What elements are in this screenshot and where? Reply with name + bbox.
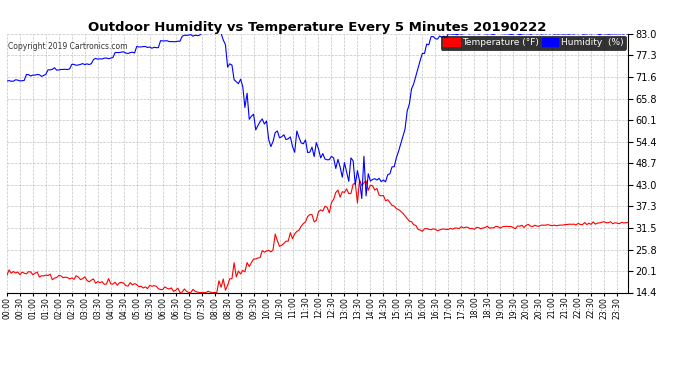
Legend: Temperature (°F), Humidity  (%): Temperature (°F), Humidity (%) bbox=[440, 36, 626, 50]
Title: Outdoor Humidity vs Temperature Every 5 Minutes 20190222: Outdoor Humidity vs Temperature Every 5 … bbox=[88, 21, 546, 34]
Text: Copyright 2019 Cartronics.com: Copyright 2019 Cartronics.com bbox=[8, 42, 127, 51]
